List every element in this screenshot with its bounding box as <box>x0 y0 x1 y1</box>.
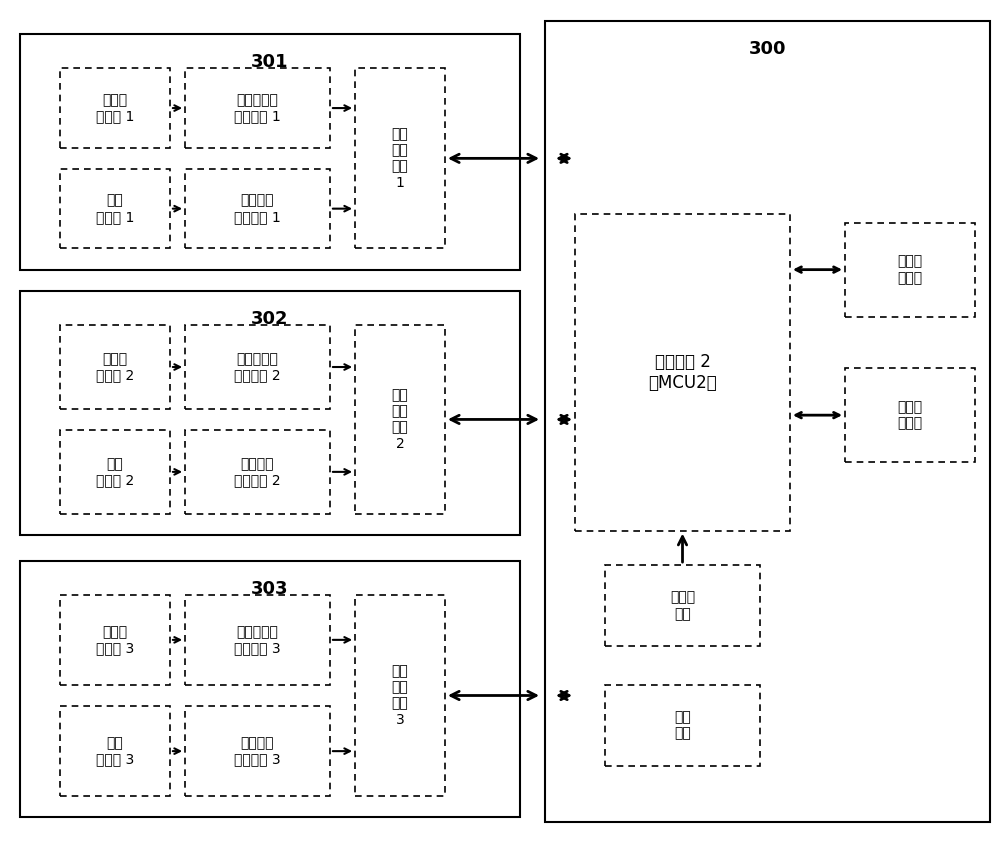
FancyBboxPatch shape <box>60 430 170 514</box>
FancyBboxPatch shape <box>355 595 445 796</box>
FancyBboxPatch shape <box>575 214 790 531</box>
Text: 超声波放大
滤波电路 1: 超声波放大 滤波电路 1 <box>234 93 281 123</box>
FancyBboxPatch shape <box>185 706 330 796</box>
Text: 红外放大
滤波电路 2: 红外放大 滤波电路 2 <box>234 457 281 487</box>
Text: 红外
传感器 2: 红外 传感器 2 <box>96 457 134 487</box>
FancyBboxPatch shape <box>60 595 170 685</box>
FancyBboxPatch shape <box>605 565 760 646</box>
FancyBboxPatch shape <box>20 34 520 270</box>
FancyBboxPatch shape <box>60 169 170 248</box>
FancyBboxPatch shape <box>605 685 760 766</box>
Text: 303: 303 <box>251 580 289 597</box>
FancyBboxPatch shape <box>20 291 520 535</box>
Text: 通信接
口电路: 通信接 口电路 <box>897 254 923 285</box>
Text: 超声波放大
滤波电路 2: 超声波放大 滤波电路 2 <box>234 352 281 382</box>
Text: 微处理器 2
（MCU2）: 微处理器 2 （MCU2） <box>648 353 717 392</box>
Text: 301: 301 <box>251 53 289 71</box>
Text: 超声波放大
滤波电路 3: 超声波放大 滤波电路 3 <box>234 625 281 655</box>
FancyBboxPatch shape <box>185 430 330 514</box>
FancyBboxPatch shape <box>60 325 170 409</box>
FancyBboxPatch shape <box>355 325 445 514</box>
FancyBboxPatch shape <box>845 223 975 317</box>
FancyBboxPatch shape <box>185 325 330 409</box>
Text: 无线通
信模块: 无线通 信模块 <box>897 400 923 431</box>
Text: 红外
传感器 3: 红外 传感器 3 <box>96 736 134 766</box>
FancyBboxPatch shape <box>20 561 520 817</box>
FancyBboxPatch shape <box>60 68 170 147</box>
Text: 300: 300 <box>749 40 786 58</box>
FancyBboxPatch shape <box>845 368 975 462</box>
FancyBboxPatch shape <box>185 169 330 248</box>
Text: 超声波
传感器 3: 超声波 传感器 3 <box>96 625 134 655</box>
Text: 超声波
传感器 1: 超声波 传感器 1 <box>96 93 134 123</box>
Text: 红外放大
滤波电路 3: 红外放大 滤波电路 3 <box>234 736 281 766</box>
Text: 距离
提取
电路
1: 距离 提取 电路 1 <box>392 127 408 190</box>
FancyBboxPatch shape <box>185 68 330 147</box>
Text: 超声波
传感器 2: 超声波 传感器 2 <box>96 352 134 382</box>
Text: 红外
传感器 1: 红外 传感器 1 <box>96 193 134 223</box>
Text: 温度传
感器: 温度传 感器 <box>670 591 695 621</box>
FancyBboxPatch shape <box>355 68 445 248</box>
Text: 电源
电路: 电源 电路 <box>674 710 691 740</box>
FancyBboxPatch shape <box>545 21 990 822</box>
FancyBboxPatch shape <box>185 595 330 685</box>
Text: 302: 302 <box>251 310 289 328</box>
Text: 距离
提取
电路
3: 距离 提取 电路 3 <box>392 664 408 727</box>
Text: 红外放大
滤波电路 1: 红外放大 滤波电路 1 <box>234 193 281 223</box>
Text: 距离
提取
电路
2: 距离 提取 电路 2 <box>392 388 408 451</box>
FancyBboxPatch shape <box>60 706 170 796</box>
